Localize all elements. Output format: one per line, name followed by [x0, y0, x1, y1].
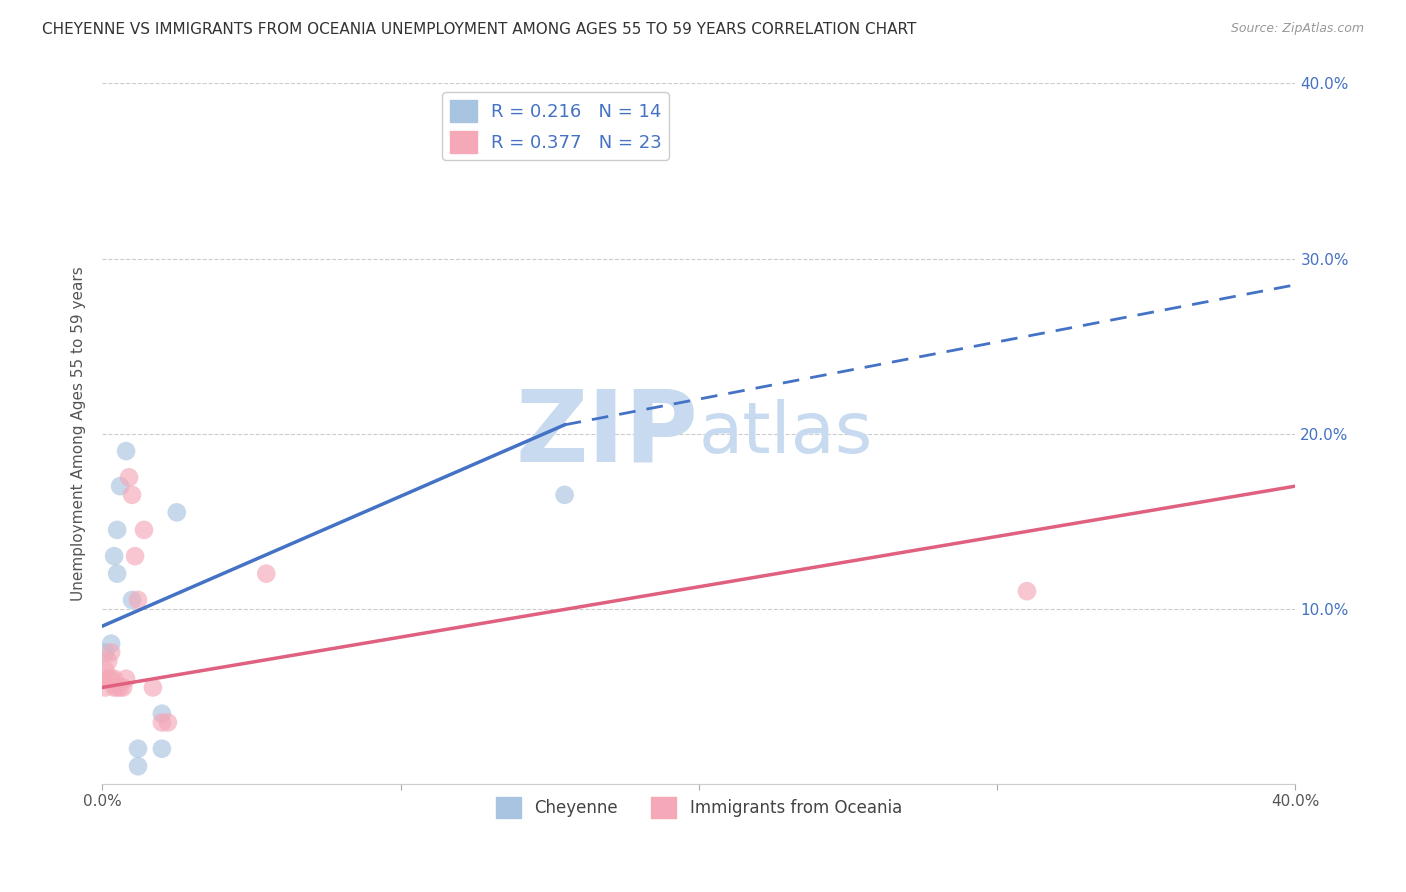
Point [108, 479, 131, 493]
Point [100, 645, 122, 659]
Point [91, 672, 114, 686]
Point [94, 645, 117, 659]
Legend: Cheyenne, Immigrants from Oceania: Cheyenne, Immigrants from Oceania [489, 790, 908, 824]
Point [124, 549, 146, 563]
Point [115, 672, 138, 686]
Point [150, 741, 173, 756]
Point [112, 681, 135, 695]
Text: CHEYENNE VS IMMIGRANTS FROM OCEANIA UNEMPLOYMENT AMONG AGES 55 TO 59 YEARS CORRE: CHEYENNE VS IMMIGRANTS FROM OCEANIA UNEM… [42, 22, 917, 37]
Point [121, 488, 143, 502]
Point [118, 470, 141, 484]
Point [105, 566, 128, 581]
Point [121, 593, 143, 607]
Point [94, 663, 117, 677]
Point [115, 444, 138, 458]
Text: ZIP: ZIP [516, 385, 699, 482]
Point [105, 681, 128, 695]
Point [103, 681, 125, 695]
Point [94, 681, 117, 695]
Point [108, 681, 131, 695]
Point [554, 488, 576, 502]
Point [103, 549, 125, 563]
Point [142, 681, 165, 695]
Point [103, 672, 125, 686]
Point [100, 637, 122, 651]
Point [1015, 584, 1038, 599]
Point [100, 672, 122, 686]
Text: atlas: atlas [699, 399, 873, 468]
Point [127, 759, 149, 773]
Y-axis label: Unemployment Among Ages 55 to 59 years: Unemployment Among Ages 55 to 59 years [72, 266, 86, 601]
Point [156, 715, 179, 730]
Point [150, 706, 173, 721]
Point [127, 741, 149, 756]
Text: Source: ZipAtlas.com: Source: ZipAtlas.com [1230, 22, 1364, 36]
Point [166, 505, 188, 519]
Point [254, 566, 277, 581]
Point [105, 523, 128, 537]
Point [97, 672, 120, 686]
Point [97, 654, 120, 668]
Point [127, 593, 149, 607]
Point [150, 715, 173, 730]
Point [132, 523, 155, 537]
